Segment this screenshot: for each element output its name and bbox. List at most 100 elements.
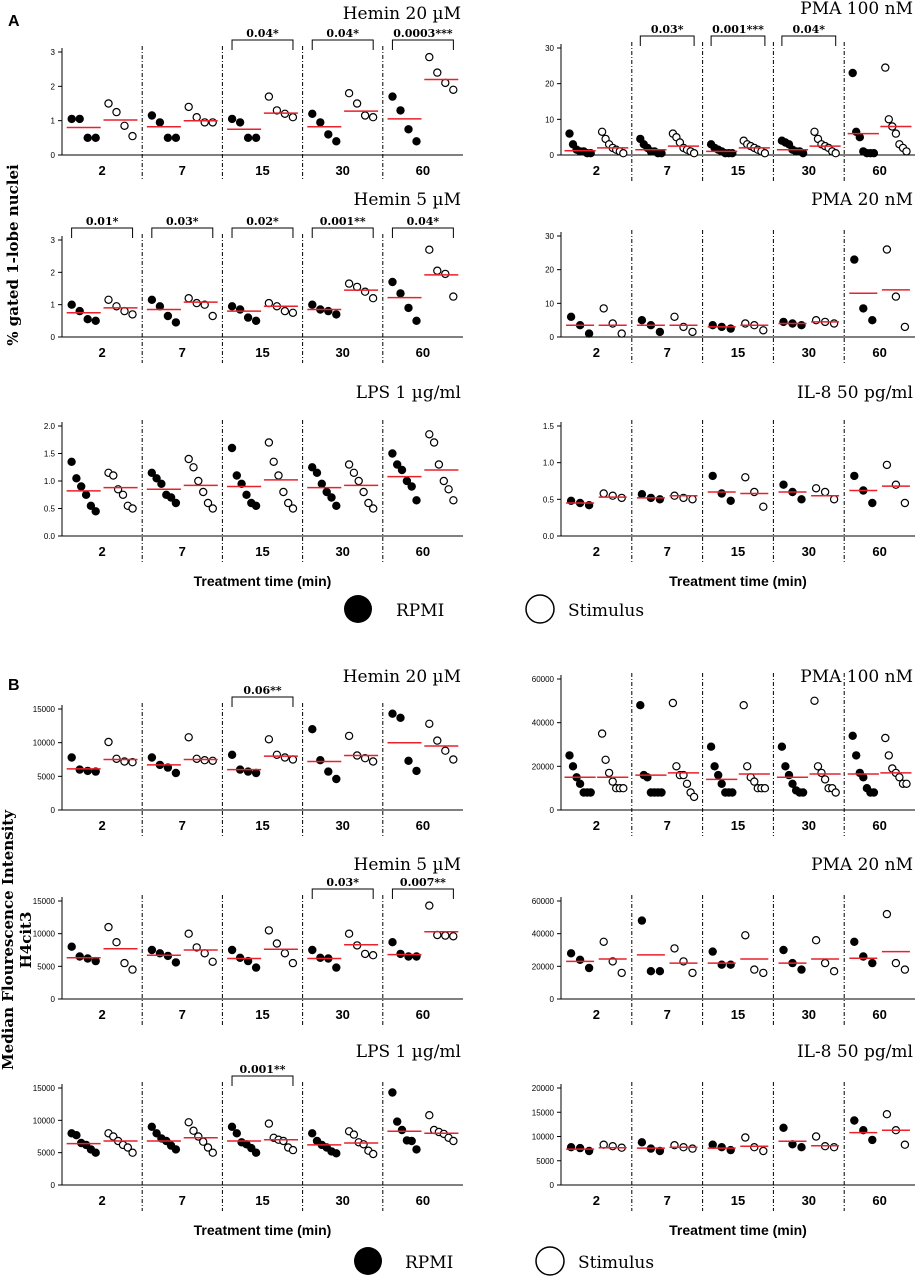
stimulus-point <box>118 490 128 499</box>
rpmi-point <box>324 306 333 316</box>
rpmi-point <box>91 133 100 142</box>
y-tick-label: 0 <box>51 333 56 342</box>
rpmi-point <box>91 507 100 516</box>
stimulus-point <box>208 118 217 127</box>
x-tick-label: 30 <box>802 1193 816 1208</box>
rpmi-point <box>163 311 173 321</box>
chart-title: IL-8 50 pg/ml <box>797 1042 913 1062</box>
stimulus-point <box>617 968 626 978</box>
stimulus-point <box>439 476 448 486</box>
rpmi-point <box>868 958 877 968</box>
x-tick-label: 30 <box>802 544 816 559</box>
rpmi-point <box>779 945 788 955</box>
stimulus-point <box>810 696 819 706</box>
rpmi-point <box>388 709 397 718</box>
stimulus-point <box>425 245 434 254</box>
stimulus-point <box>349 1130 359 1139</box>
y-tick-label: 2 <box>51 82 56 91</box>
rpmi-point <box>850 1116 859 1125</box>
chart-b3: Hemin 5 µM 0 5000 10000 15000 2 7 15 30 60 0.03* 0.… <box>33 855 463 1025</box>
y-tick-label: 10000 <box>33 739 56 748</box>
x-tick-label: 30 <box>802 1007 816 1022</box>
stimulus-point <box>128 965 137 974</box>
rpmi-point <box>781 762 790 771</box>
rpmi-point <box>171 133 181 142</box>
rpmi-point <box>797 321 806 330</box>
rpmi-point <box>706 742 716 751</box>
stimulus-point <box>288 112 298 122</box>
significance-bracket <box>311 39 374 50</box>
stimulus-point <box>189 463 198 472</box>
rpmi-point <box>575 955 585 965</box>
rpmi-point <box>242 490 251 499</box>
y-tick-label: 0 <box>51 1181 56 1190</box>
rpmi-point <box>568 762 578 771</box>
x-tick-label: 30 <box>802 163 816 178</box>
x-tick-label: 7 <box>664 544 671 559</box>
rpmi-point <box>850 255 859 264</box>
stimulus-point <box>608 1141 617 1151</box>
rpmi-point <box>657 148 666 158</box>
rpmi-point <box>412 496 421 505</box>
rpmi-point <box>91 1148 100 1157</box>
stimulus-point <box>599 304 608 313</box>
chart-a1: Hemin 20 µM 0 1 2 3 2 7 15 30 60 0.04* 0.04* 0.0003*… <box>51 4 463 181</box>
rpmi-point <box>388 92 397 101</box>
y-tick-label: 0.5 <box>543 495 555 504</box>
y-tick-label: 10000 <box>532 1133 555 1142</box>
rpmi-point <box>657 788 666 797</box>
rpmi-point <box>637 916 647 925</box>
significance-bracket <box>231 39 294 50</box>
rpmi-point <box>859 952 868 961</box>
stimulus-point <box>449 292 458 301</box>
x-tick-label: 15 <box>731 818 745 833</box>
stimulus-point <box>359 1140 368 1149</box>
series-rpmi <box>566 471 878 510</box>
stimulus-point <box>597 729 607 738</box>
x-tick-label: 15 <box>731 544 745 559</box>
x-tick-label: 7 <box>664 1193 671 1208</box>
stimulus-point <box>280 306 290 316</box>
stimulus-point <box>288 958 298 968</box>
stimulus-point <box>882 245 892 254</box>
rpmi-point <box>324 767 333 776</box>
x-tick-label: 60 <box>872 163 886 178</box>
rpmi-point <box>388 449 397 458</box>
stimulus-point <box>759 968 768 978</box>
stimulus-point <box>274 471 283 480</box>
stimulus-point <box>344 731 354 741</box>
rpmi-point <box>726 960 735 969</box>
stimulus-point <box>741 319 750 328</box>
stimulus-point <box>743 762 752 771</box>
rpmi-point <box>243 956 253 966</box>
rpmi-point <box>227 302 237 311</box>
stimulus-point <box>112 107 121 117</box>
stimulus-point <box>881 733 890 743</box>
chart-a2: PMA 100 nM 0 10 20 30 2 7 15 30 60 0.03* 0.001*** 0.… <box>545 0 915 181</box>
y-tick-label: 3 <box>51 48 56 57</box>
stimulus-point <box>192 943 201 952</box>
chart-a5: LPS 1 µg/ml 0.0 0.5 1.0 1.5 2.0 2 7 15 30 60 Treatm… <box>44 383 463 589</box>
y-tick-label: 3 <box>51 236 56 245</box>
rpmi-point <box>868 498 877 508</box>
stimulus-point <box>364 498 373 508</box>
chart-b6: IL-8 50 pg/ml 0 5000 10000 15000 20000 2 7 15 30 6… <box>532 1042 915 1238</box>
rpmi-point <box>407 1136 416 1146</box>
series-stimulus <box>598 1109 910 1156</box>
series-stimulus <box>598 245 910 338</box>
x-tick-label: 15 <box>255 1007 269 1022</box>
x-tick-label: 30 <box>335 544 349 559</box>
y-tick-label: 0 <box>550 151 555 160</box>
stimulus-point <box>884 751 894 760</box>
stimulus-point <box>264 926 274 935</box>
x-tick-label: 15 <box>731 1193 745 1208</box>
series-rpmi <box>66 938 422 972</box>
stimulus-point <box>750 965 759 974</box>
rpmi-point <box>332 137 341 146</box>
stimulus-point <box>682 779 692 789</box>
significance-bracket <box>781 35 837 46</box>
rpmi-point <box>235 305 245 314</box>
rpmi-point <box>637 1138 647 1147</box>
y-tick-label: 1.0 <box>44 477 56 486</box>
series-rpmi <box>566 1116 878 1156</box>
